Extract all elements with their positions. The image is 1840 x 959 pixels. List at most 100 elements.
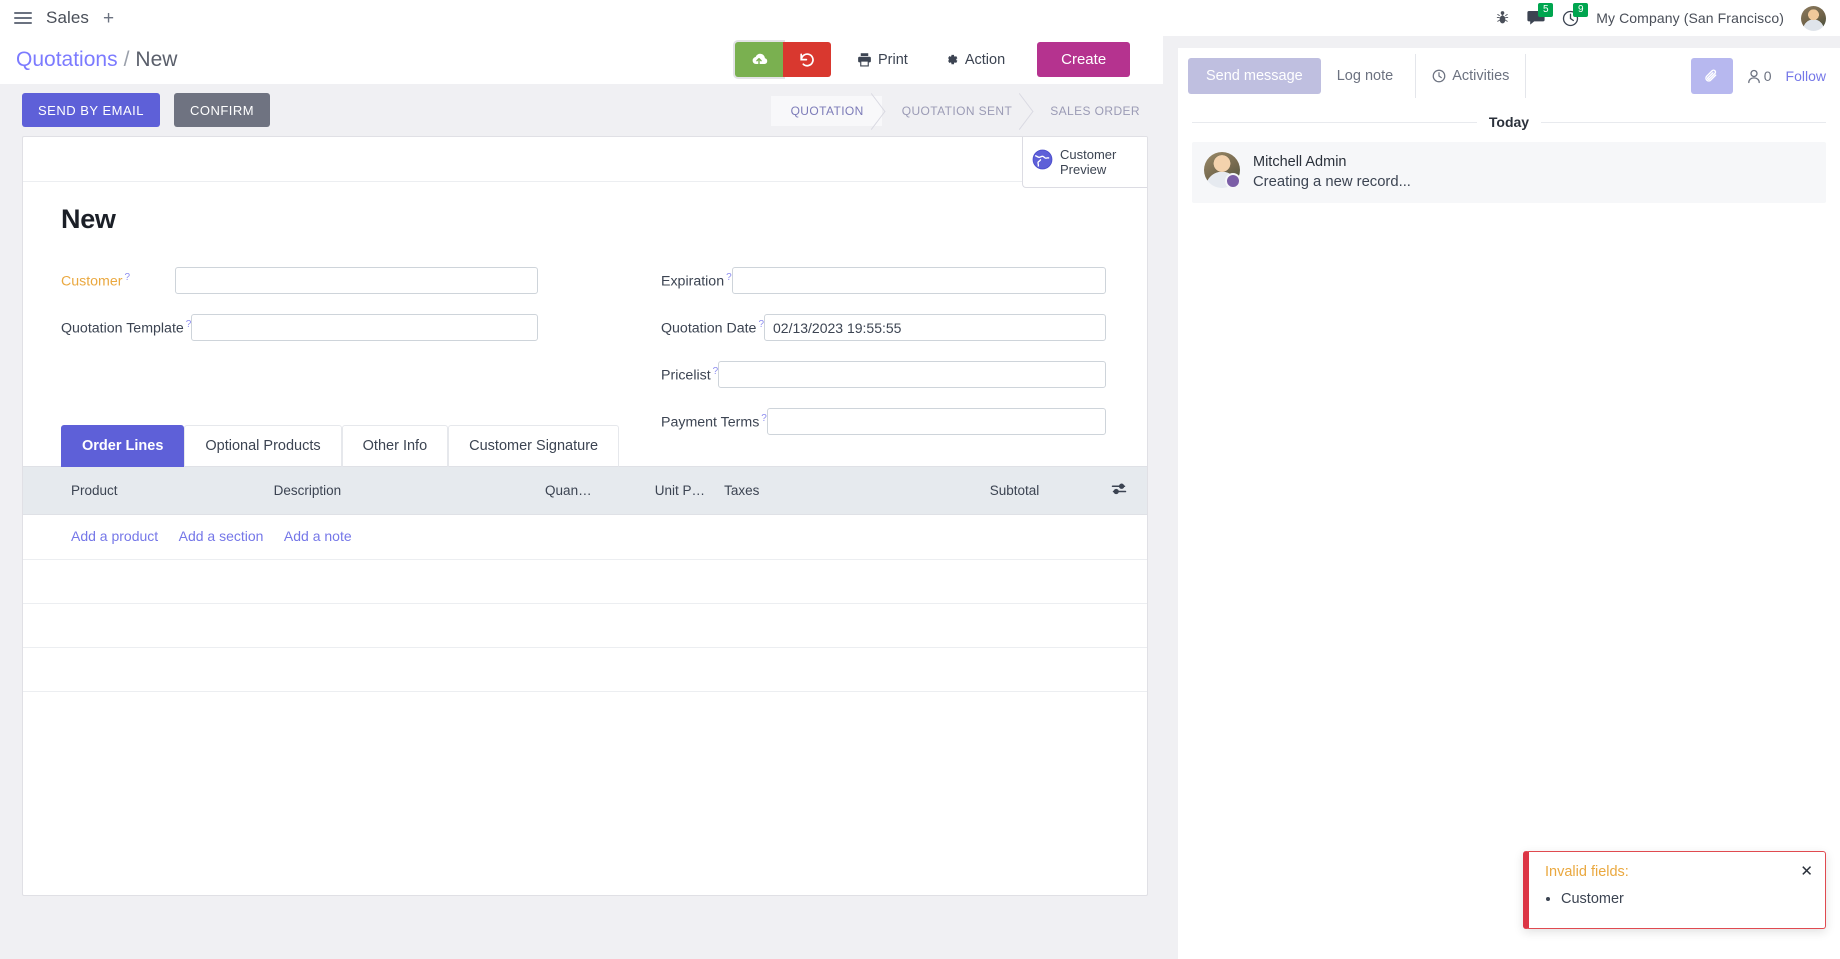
tab-other-info[interactable]: Other Info (341, 425, 449, 467)
statusbar: SEND BY EMAIL CONFIRM QUOTATION QUOTATIO… (0, 84, 1163, 136)
create-button[interactable]: Create (1037, 42, 1131, 77)
avatar (1204, 152, 1241, 189)
column-unit-price[interactable]: Unit P… (646, 466, 717, 515)
chatter-message: Mitchell Admin Creating a new record... (1192, 142, 1826, 203)
chatter-thread: Today Mitchell Admin Creating a new reco… (1178, 114, 1840, 203)
log-note-button[interactable]: Log note (1336, 68, 1394, 84)
field-quotation-date: Quotation Date? (606, 304, 1126, 351)
send-by-email-button[interactable]: SEND BY EMAIL (22, 93, 160, 127)
field-expiration-label: Expiration? (661, 271, 732, 290)
send-message-button[interactable]: Send message (1188, 58, 1321, 94)
separator-line-right (1541, 121, 1827, 123)
field-pricelist-label: Pricelist? (661, 365, 719, 384)
chatter-panel: Send message Log note Activities 0 (1178, 48, 1840, 959)
form-sheet: Customer Preview New Customer? Quotation… (22, 136, 1148, 896)
order-lines-header: Product Description Quan… Unit P… Taxes … (23, 466, 1147, 515)
print-button[interactable]: Print (847, 52, 918, 68)
follow-button[interactable]: Follow (1785, 68, 1826, 84)
empty-cell (23, 647, 1147, 692)
form-column-left: Customer? Quotation Template? (61, 257, 606, 445)
order-lines-body: Add a product Add a section Add a note (23, 514, 1147, 692)
notification-title: Invalid fields: (1545, 864, 1629, 880)
clock-icon (1432, 69, 1446, 83)
activities-label: Activities (1452, 68, 1510, 84)
message-body: Creating a new record... (1253, 174, 1411, 190)
top-navbar: Sales + 5 (0, 0, 1840, 36)
table-header-row: Product Description Quan… Unit P… Taxes … (23, 466, 1147, 515)
tab-order-lines[interactable]: Order Lines (61, 425, 185, 467)
user-avatar[interactable] (1801, 5, 1826, 31)
discard-button[interactable] (783, 42, 831, 77)
help-icon: ? (758, 318, 764, 330)
table-row (23, 559, 1147, 604)
notification-list: Customer (1561, 889, 1811, 910)
form-column-right: Expiration? Quotation Date? Pricelist? P… (606, 257, 1126, 445)
tab-optional-products[interactable]: Optional Products (184, 425, 342, 467)
column-product[interactable]: Product (23, 466, 266, 515)
quotation-date-input[interactable] (764, 314, 1106, 341)
column-taxes[interactable]: Taxes (716, 466, 982, 515)
tab-customer-signature[interactable]: Customer Signature (448, 425, 620, 467)
customer-preview-button[interactable]: Customer Preview (1022, 137, 1147, 188)
breadcrumb-quotations[interactable]: Quotations (16, 48, 118, 71)
field-expiration: Expiration? (606, 257, 1126, 304)
save-button[interactable] (735, 42, 783, 77)
confirm-button[interactable]: CONFIRM (173, 93, 271, 127)
user-icon (1747, 69, 1760, 83)
app-name-label[interactable]: Sales (46, 8, 90, 27)
form-grid: Customer? Quotation Template? Expiration… (61, 257, 1109, 445)
breadcrumb-separator: / (123, 48, 130, 71)
customer-input[interactable] (175, 267, 538, 294)
column-quantity[interactable]: Quan… (537, 466, 647, 515)
quotation-template-input[interactable] (191, 314, 538, 341)
help-icon: ? (761, 412, 767, 424)
field-pricelist: Pricelist? (606, 351, 1126, 398)
column-subtotal[interactable]: Subtotal (981, 466, 1104, 515)
print-label: Print (878, 51, 908, 68)
field-customer-label: Customer? (61, 271, 131, 290)
empty-cell (23, 603, 1147, 648)
control-panel: Quotations / New Print (0, 36, 1163, 84)
message-author: Mitchell Admin (1253, 154, 1347, 170)
notebook: Order Lines Optional Products Other Info… (23, 424, 1147, 692)
field-payment-terms-label: Payment Terms? (661, 412, 767, 431)
optional-columns-button[interactable] (1103, 466, 1147, 515)
messages-icon[interactable]: 5 (1527, 3, 1554, 26)
stage-sales-order[interactable]: SALES ORDER (1050, 104, 1140, 118)
action-button[interactable]: Action (934, 52, 1015, 68)
payment-terms-input[interactable] (766, 408, 1106, 435)
activities-button[interactable]: Activities (1415, 54, 1527, 98)
company-switcher[interactable]: My Company (San Francisco) (1596, 10, 1784, 26)
add-a-note-link[interactable]: Add a note (283, 528, 352, 544)
new-tab-button[interactable]: + (103, 7, 115, 29)
breadcrumb: Quotations / New (16, 48, 177, 72)
add-a-section-link[interactable]: Add a section (178, 528, 264, 544)
pricelist-input[interactable] (718, 361, 1106, 388)
customer-preview-label: Customer Preview (1060, 146, 1117, 177)
activities-clock-icon[interactable]: 9 (1562, 2, 1589, 27)
order-lines-table: Product Description Quan… Unit P… Taxes … (23, 466, 1147, 692)
chatter-topbar: Send message Log note Activities 0 (1178, 48, 1840, 104)
table-row (23, 603, 1147, 648)
sheet-topbar: Customer Preview (23, 137, 1147, 188)
list-item: Customer (1561, 889, 1811, 910)
add-a-product-link[interactable]: Add a product (71, 528, 159, 544)
bug-icon[interactable] (1495, 10, 1510, 26)
close-icon[interactable]: ✕ (1800, 863, 1813, 880)
separator-line-left (1192, 121, 1477, 123)
followers-count: 0 (1763, 68, 1772, 84)
paperclip-icon (1705, 69, 1717, 82)
expiration-input[interactable] (731, 267, 1106, 294)
stage-quotation-sent[interactable]: QUOTATION SENT (882, 96, 1031, 126)
notebook-tabs: Order Lines Optional Products Other Info… (23, 424, 1147, 467)
stage-quotation[interactable]: QUOTATION (770, 96, 882, 126)
control-panel-buttons: Print Action Create (735, 42, 1131, 77)
attach-file-button[interactable] (1690, 58, 1733, 94)
navbar-left-group: Sales + (14, 8, 114, 28)
hamburger-menu-icon[interactable] (14, 12, 32, 24)
add-links-cell: Add a product Add a section Add a note (23, 514, 1147, 560)
column-description[interactable]: Description (265, 466, 538, 515)
help-icon: ? (124, 271, 131, 283)
followers-button[interactable]: 0 (1747, 68, 1772, 84)
message-content: Mitchell Admin Creating a new record... (1253, 152, 1411, 193)
